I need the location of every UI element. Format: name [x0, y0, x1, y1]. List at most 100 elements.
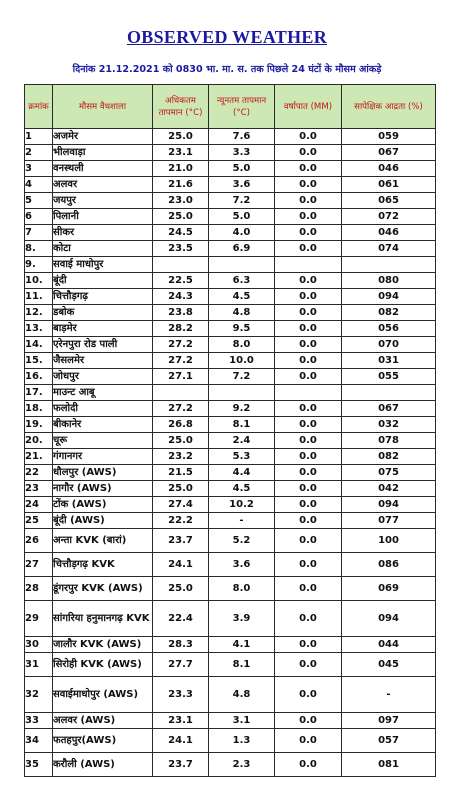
cell-min-temp: 8.1: [208, 652, 275, 677]
cell-max-temp: 24.1: [152, 552, 209, 577]
cell-station: वनस्थली: [52, 160, 153, 177]
cell-rainfall: 0.0: [274, 552, 342, 577]
cell-station: जयपुर: [52, 192, 153, 209]
cell-rainfall: 0.0: [274, 636, 342, 653]
cell-humidity: 059: [341, 128, 436, 145]
cell-rainfall: 0.0: [274, 400, 342, 417]
cell-sno: 33: [24, 712, 53, 729]
cell-max-temp: 22.4: [152, 600, 209, 637]
cell-rainfall: 0.0: [274, 208, 342, 225]
table-row: 6 पिलानी 25.0 5.0 0.0 072: [24, 208, 436, 225]
cell-sno: 25: [24, 512, 53, 529]
cell-max-temp: 25.0: [152, 208, 209, 225]
table-row: 28 डूंगरपुर KVK (AWS) 25.0 8.0 0.0 069: [24, 576, 436, 601]
cell-sno: 27: [24, 552, 53, 577]
cell-max-temp: 23.0: [152, 192, 209, 209]
cell-sno: 5: [24, 192, 53, 209]
cell-min-temp: [208, 384, 275, 401]
header-min-temp: न्यूनतम तापमान (°C): [208, 84, 275, 129]
cell-max-temp: 27.2: [152, 400, 209, 417]
cell-station: अलवर: [52, 176, 153, 193]
cell-station: चित्तौड़गढ़ KVK: [52, 552, 153, 577]
cell-min-temp: 3.3: [208, 144, 275, 161]
cell-min-temp: 2.3: [208, 752, 275, 777]
cell-rainfall: 0.0: [274, 144, 342, 161]
cell-sno: 15.: [24, 352, 53, 369]
cell-station: फलोदी: [52, 400, 153, 417]
cell-max-temp: 23.1: [152, 144, 209, 161]
table-row: 21. गंगानगर 23.2 5.3 0.0 082: [24, 448, 436, 465]
cell-rainfall: 0.0: [274, 336, 342, 353]
cell-max-temp: 27.1: [152, 368, 209, 385]
cell-sno: 35: [24, 752, 53, 777]
cell-min-temp: 3.6: [208, 552, 275, 577]
cell-max-temp: 25.0: [152, 480, 209, 497]
cell-min-temp: 3.9: [208, 600, 275, 637]
cell-max-temp: 27.2: [152, 352, 209, 369]
table-row: 17. माउन्ट आबू: [24, 384, 436, 401]
header-rainfall: वर्षापात (MM): [274, 84, 342, 129]
cell-min-temp: 7.2: [208, 368, 275, 385]
cell-rainfall: [274, 256, 342, 273]
cell-sno: 9.: [24, 256, 53, 273]
cell-humidity: 031: [341, 352, 436, 369]
cell-min-temp: 4.0: [208, 224, 275, 241]
cell-station: सिरोही KVK (AWS): [52, 652, 153, 677]
table-row: 35 करौली (AWS) 23.7 2.3 0.0 081: [24, 752, 436, 777]
cell-min-temp: 5.3: [208, 448, 275, 465]
table-row: 2 भीलवाड़ा 23.1 3.3 0.0 067: [24, 144, 436, 161]
cell-sno: 28: [24, 576, 53, 601]
cell-max-temp: 21.0: [152, 160, 209, 177]
cell-humidity: [341, 384, 436, 401]
cell-rainfall: 0.0: [274, 432, 342, 449]
cell-station: जालौर KVK (AWS): [52, 636, 153, 653]
cell-humidity: 067: [341, 400, 436, 417]
cell-sno: 26: [24, 528, 53, 553]
table-row: 8. कोटा 23.5 6.9 0.0 074: [24, 240, 436, 257]
cell-station: पिलानी: [52, 208, 153, 225]
cell-humidity: 082: [341, 448, 436, 465]
cell-rainfall: 0.0: [274, 192, 342, 209]
cell-max-temp: 23.3: [152, 676, 209, 713]
table-row: 30 जालौर KVK (AWS) 28.3 4.1 0.0 044: [24, 636, 436, 653]
cell-humidity: [341, 256, 436, 273]
cell-station: सवाई माधोपुर: [52, 256, 153, 273]
cell-station: जैसलमेर: [52, 352, 153, 369]
cell-sno: 19.: [24, 416, 53, 433]
cell-humidity: 057: [341, 728, 436, 753]
cell-sno: 31: [24, 652, 53, 677]
cell-sno: 16.: [24, 368, 53, 385]
header-station: मौसम वैधशाला: [52, 84, 153, 129]
table-row: 10. बूंदी 22.5 6.3 0.0 080: [24, 272, 436, 289]
cell-station: सवाईमाधोपुर (AWS): [52, 676, 153, 713]
cell-rainfall: 0.0: [274, 712, 342, 729]
table-row: 13. बाड़मेर 28.2 9.5 0.0 056: [24, 320, 436, 337]
cell-humidity: 078: [341, 432, 436, 449]
cell-min-temp: 3.1: [208, 712, 275, 729]
cell-sno: 34: [24, 728, 53, 753]
cell-humidity: 042: [341, 480, 436, 497]
cell-humidity: 097: [341, 712, 436, 729]
cell-station: डूंगरपुर KVK (AWS): [52, 576, 153, 601]
cell-min-temp: 6.9: [208, 240, 275, 257]
cell-rainfall: 0.0: [274, 240, 342, 257]
cell-rainfall: 0.0: [274, 304, 342, 321]
table-row: 25 बूंदी (AWS) 22.2-0.0 077: [24, 512, 436, 529]
cell-max-temp: 23.8: [152, 304, 209, 321]
cell-humidity: 044: [341, 636, 436, 653]
cell-max-temp: 24.1: [152, 728, 209, 753]
cell-max-temp: 27.4: [152, 496, 209, 513]
cell-min-temp: 4.8: [208, 304, 275, 321]
cell-sno: 4: [24, 176, 53, 193]
weather-table: क्रमांक मौसम वैधशाला अधिकतम तापमान (°C) …: [24, 84, 436, 777]
cell-sno: 6: [24, 208, 53, 225]
cell-station: करौली (AWS): [52, 752, 153, 777]
cell-max-temp: 22.5: [152, 272, 209, 289]
cell-max-temp: 28.2: [152, 320, 209, 337]
cell-min-temp: 3.6: [208, 176, 275, 193]
cell-rainfall: 0.0: [274, 528, 342, 553]
table-body: 1 अजमेर 25.0 7.6 0.0 059 2 भीलवाड़ा 23.1 3.3 0.0 06…: [24, 128, 436, 777]
cell-sno: 2: [24, 144, 53, 161]
cell-rainfall: [274, 384, 342, 401]
cell-min-temp: [208, 256, 275, 273]
